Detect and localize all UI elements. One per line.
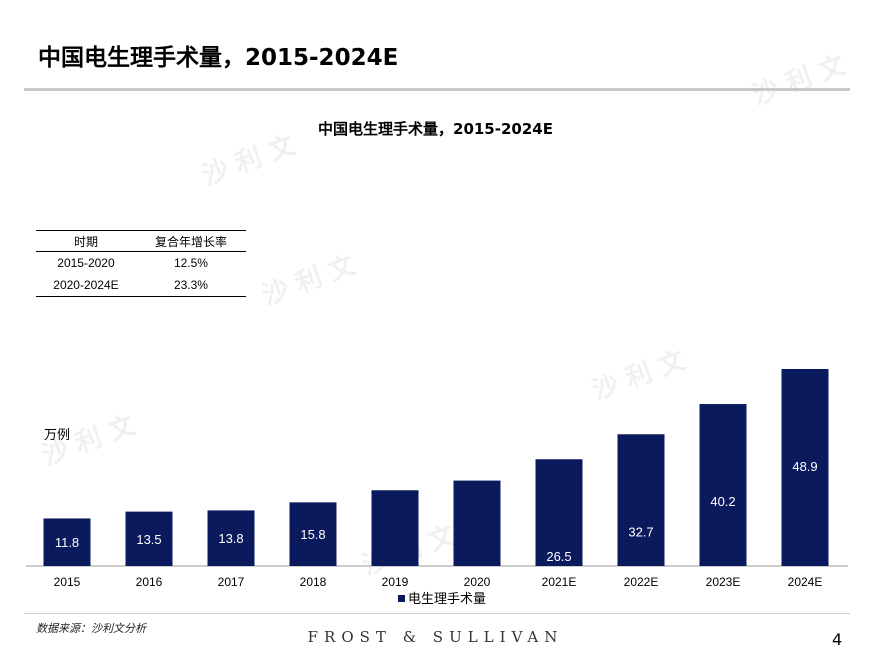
legend-label: 电生理手术量: [408, 592, 486, 607]
chart-title: 中国电生理手术量，2015-2024E: [318, 120, 553, 138]
cagr-table: 时期 复合年增长率 2015-2020 12.5% 2020-2024E 23.…: [36, 230, 246, 297]
data-label: 32.7: [628, 524, 653, 539]
x-tick-label: 2023E: [706, 575, 741, 589]
x-tick-label: 2019: [382, 575, 409, 589]
bar: [781, 369, 829, 566]
cagr-period: 2015-2020: [57, 256, 115, 270]
footer-divider: [24, 613, 850, 614]
bar: [699, 404, 747, 566]
cagr-period: 2020-2024E: [36, 274, 136, 297]
x-tick-label: 2016: [136, 575, 163, 589]
bar: [535, 459, 583, 566]
table-row: 2020-2024E 23.3%: [36, 274, 246, 297]
data-label: 48.9: [792, 459, 817, 474]
x-tick-label: 2022E: [624, 575, 659, 589]
data-label: 13.8: [218, 531, 243, 546]
x-tick-label: 2017: [218, 575, 245, 589]
x-tick-label: 2015: [54, 575, 81, 589]
bar: [125, 511, 173, 566]
cagr-header-rate: 复合年增长率: [135, 230, 246, 252]
page-number: 4: [832, 630, 843, 649]
legend-swatch: [398, 595, 405, 602]
bar: [43, 518, 91, 566]
cagr-rate: 23.3%: [135, 274, 246, 297]
x-tick-label: 2020: [464, 575, 491, 589]
data-label: 15.8: [300, 527, 325, 542]
x-tick-label: 2024E: [788, 575, 823, 589]
bar: [371, 490, 419, 566]
brand-logo: FROST & SULLIVAN: [307, 628, 564, 646]
title-divider: [24, 88, 850, 91]
bar: [617, 434, 665, 566]
cagr-rate: 12.5%: [173, 256, 208, 270]
bar: [453, 480, 501, 566]
data-label: 11.8: [55, 535, 79, 550]
data-label: 13.5: [136, 532, 161, 547]
data-label: 18.8: [382, 580, 407, 595]
bar: [289, 502, 337, 566]
page-title: 中国电生理手术量，2015-2024E: [38, 45, 399, 71]
data-label: 21.2: [464, 571, 489, 586]
x-tick-label: 2018: [300, 575, 327, 589]
bar: [207, 510, 255, 566]
data-label: 40.2: [710, 494, 735, 509]
table-row: 2015-2020 12.5%: [36, 252, 246, 275]
source-note: 数据来源：沙利文分析: [36, 622, 146, 635]
unit-label: 万例: [44, 428, 71, 443]
cagr-header-period: 时期: [36, 230, 136, 252]
x-tick-label: 2021E: [542, 575, 577, 589]
data-label: 26.5: [546, 549, 571, 564]
